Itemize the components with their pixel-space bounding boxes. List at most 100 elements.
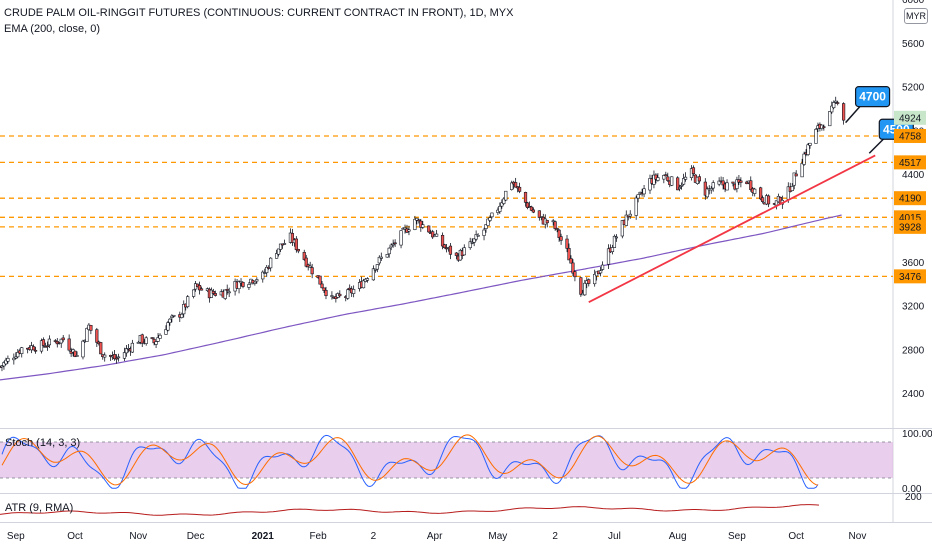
candle-body [140, 334, 144, 344]
candle-body [794, 173, 798, 177]
candle-body [636, 194, 640, 199]
x-tick-label: 2 [371, 531, 377, 542]
candle-body [318, 275, 322, 285]
candle-body [67, 338, 71, 351]
candle-body [486, 218, 490, 226]
candle-body [180, 313, 184, 318]
candle-body [253, 281, 257, 284]
candle-body [749, 180, 753, 190]
candle-body [435, 233, 439, 237]
candle-body [599, 270, 603, 274]
candle-body [211, 290, 215, 294]
candle-body [587, 279, 591, 284]
candle-body [99, 342, 103, 355]
candle-body [53, 340, 57, 342]
candle-body [500, 202, 504, 207]
candle-body [678, 187, 682, 190]
callout-pointer [845, 104, 863, 124]
candle-body [324, 290, 328, 297]
ema-line [0, 214, 842, 381]
candle-body [551, 220, 555, 223]
candle-body [168, 318, 172, 323]
y-tick-label: 3200 [902, 302, 925, 313]
candle-body [170, 315, 174, 318]
candle-body [375, 264, 379, 270]
candle-body [166, 322, 170, 331]
candle-body [338, 293, 342, 297]
callout-label: 4700 [859, 90, 886, 104]
candle-body [278, 243, 283, 250]
candle-body [454, 252, 458, 256]
candle-body [474, 234, 478, 240]
y-tick-label: 6000 [902, 0, 925, 6]
level-price-tag-bg [894, 219, 926, 234]
candle-body [265, 266, 269, 274]
y-tick-label: 2800 [902, 345, 925, 356]
stoch-label: Stoch (14, 3, 3) [5, 437, 81, 449]
stoch-tick-100: 100.00 [902, 429, 932, 440]
candle-body [154, 341, 158, 345]
x-tick-label: Dec [187, 531, 205, 542]
candle-body [814, 128, 818, 144]
candle-body [717, 180, 721, 185]
candle-body [620, 220, 624, 237]
candle-body [470, 242, 474, 244]
candle-body [761, 197, 765, 202]
candle-body [223, 289, 227, 299]
candle-body [836, 102, 840, 104]
x-tick-label: 2 [552, 531, 558, 542]
candle-body [407, 229, 411, 232]
candle-body [739, 180, 743, 183]
candle-body [261, 271, 265, 280]
candle-body [711, 182, 715, 189]
candle-body [59, 338, 63, 344]
candle-body [320, 283, 324, 289]
candle-body [73, 350, 77, 358]
candle-body [116, 356, 121, 359]
candle-body [705, 188, 709, 198]
candle-body [16, 352, 20, 358]
candle-body [828, 111, 832, 127]
candle-body [482, 229, 486, 236]
candle-body [379, 256, 383, 259]
candle-body [529, 206, 534, 211]
candle-body [274, 253, 279, 259]
candle-body [664, 174, 668, 177]
candle-body [304, 257, 308, 267]
candle-body [75, 355, 79, 357]
currency-badge[interactable]: MYR [904, 8, 928, 24]
candle-body [662, 175, 666, 180]
candle-body [150, 337, 154, 339]
candle-body [393, 242, 397, 245]
candle-body [391, 243, 395, 246]
candle-body [600, 264, 605, 270]
candle-body [89, 325, 93, 331]
candle-body [389, 244, 393, 248]
stoch-d-line [1, 434, 819, 486]
candle-body [124, 348, 129, 354]
candle-body [385, 254, 389, 258]
candle-body [417, 219, 421, 222]
level-price-tag-bg [894, 191, 926, 206]
candle-body [136, 342, 140, 344]
candle-body [197, 285, 202, 291]
candle-body [498, 205, 502, 212]
candle-body [557, 229, 561, 238]
callout-box [854, 86, 891, 108]
ema-legend: EMA (200, close, 0) [4, 23, 100, 35]
candle-body [255, 279, 259, 282]
candle-body [569, 258, 573, 264]
candle-body [227, 291, 231, 294]
level-price-tag: 3928 [899, 222, 922, 233]
candle-body [634, 197, 638, 216]
candle-body [282, 243, 287, 245]
last-price-tag-bg [894, 110, 926, 125]
candle-body [725, 182, 729, 191]
candle-body [593, 274, 597, 285]
candle-body [403, 227, 407, 230]
candle-body [610, 247, 615, 252]
candle-body [290, 233, 294, 243]
x-tick-label: Aug [669, 531, 687, 542]
